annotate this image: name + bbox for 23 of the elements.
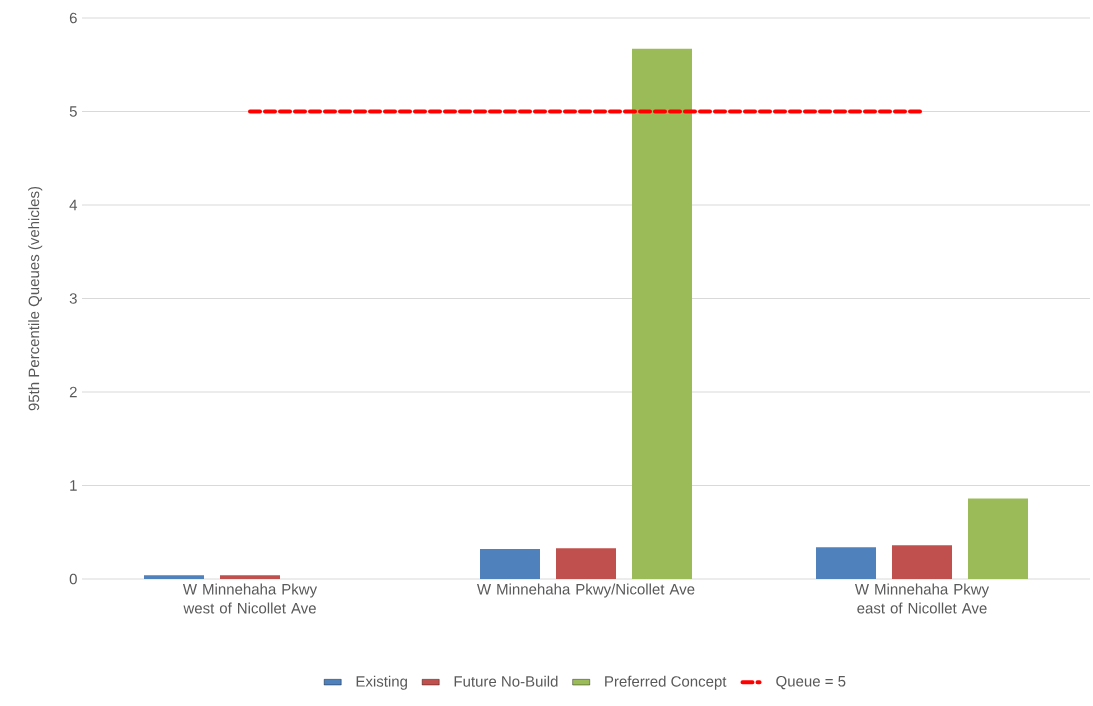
y-tick-label: 4	[69, 199, 78, 211]
y-tick-label: 5	[69, 106, 77, 117]
bar	[632, 48, 692, 579]
y-tick-label: 0	[69, 573, 77, 585]
x-tick-label: W Minnehaha Pkwy west of Nicollet Ave	[182, 583, 318, 614]
x-tick-label: W Minnehaha Pkwy east of Nicollet Ave	[854, 583, 990, 614]
bar	[220, 575, 281, 579]
bar	[480, 549, 540, 579]
y-tick-label: 3	[69, 293, 77, 304]
y-tick-label: 2	[69, 386, 77, 398]
legend-label: Preferred Concept	[605, 675, 727, 690]
bar	[816, 547, 876, 579]
legend-label: Future No-Build	[454, 675, 558, 687]
bar	[892, 545, 952, 579]
bar	[556, 548, 616, 579]
bar	[144, 575, 205, 579]
bar	[968, 498, 1028, 579]
y-axis-title: 95th Percentile Queues (vehicles)	[28, 186, 43, 411]
legend-label: Queue = 5	[776, 675, 846, 690]
y-tick-label: 6	[69, 12, 77, 24]
legend-label: Existing	[356, 675, 407, 690]
x-tick-label: W Minnehaha Pkwy/Nicollet Ave	[476, 583, 695, 598]
y-tick-label: 1	[70, 480, 77, 491]
